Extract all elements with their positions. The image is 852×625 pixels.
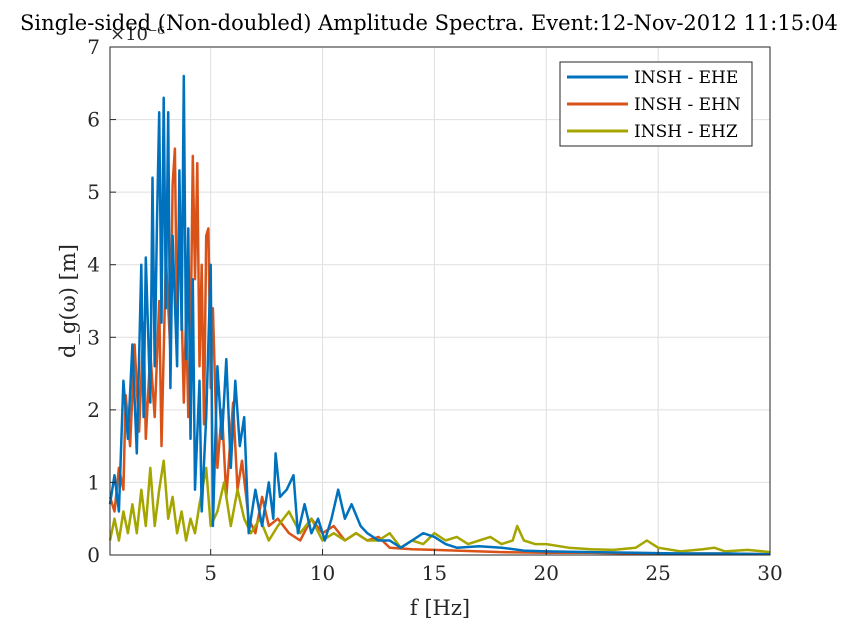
x-tick-label: 25 [645,561,670,585]
x-tick-label: 20 [534,561,559,585]
series-line-3 [108,459,771,554]
y-axis-label: d_g(ω) [m] [56,244,80,358]
y-tick-label: 0 [87,543,100,567]
x-tick-label: 15 [422,561,447,585]
y-tick-label: 6 [87,108,100,132]
axis-ticks: 5 10 15 20 25 30 0 1 2 3 4 5 6 7 [87,35,782,585]
x-axis-label: f [Hz] [410,596,470,620]
y-tick-label: 5 [87,180,100,204]
x-tick-label: 10 [310,561,335,585]
legend-label-1: INSH - EHE [634,68,738,88]
series-lines [108,74,771,556]
legend-label-3: INSH - EHZ [634,122,738,142]
y-tick-label: 7 [87,35,100,59]
y-tick-label: 4 [87,253,100,277]
legend-label-2: INSH - EHN [634,95,741,115]
y-tick-label: 3 [87,325,100,349]
x-tick-label: 30 [757,561,782,585]
y-tick-label: 2 [87,398,100,422]
y-axis-exponent: ×10⁻⁶ [110,24,165,45]
chart-title: Single-sided (Non-doubled) Amplitude Spe… [20,11,838,35]
legend: INSH - EHE INSH - EHN INSH - EHZ [559,61,753,147]
y-tick-label: 1 [87,470,100,494]
series-line-1 [108,74,771,556]
x-tick-label: 5 [204,561,217,585]
axes-box [109,46,771,556]
